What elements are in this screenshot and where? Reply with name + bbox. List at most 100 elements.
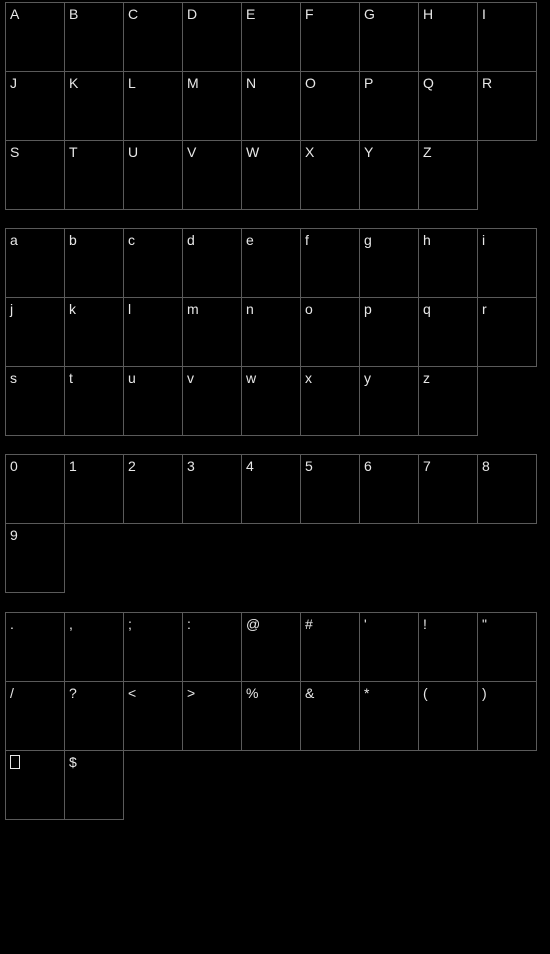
glyph-char: . [10,616,14,632]
glyph-char: # [305,616,313,632]
glyph-row: abcdefghi [5,228,537,298]
glyph-cell: > [182,681,242,751]
glyph-char: F [305,6,314,22]
glyph-char: $ [69,754,77,770]
glyph-cell [5,750,65,820]
glyph-char: g [364,232,372,248]
glyph-cell: ( [418,681,478,751]
glyph-char: Z [423,144,432,160]
glyph-char: S [10,144,19,160]
glyph-cell: : [182,612,242,682]
glyph-cell: . [5,612,65,682]
glyph-char: 5 [305,458,313,474]
glyph-row: STUVWXYZ [5,141,537,210]
glyph-cell: 6 [359,454,419,524]
glyph-cell: $ [64,750,124,820]
glyph-char: 9 [10,527,18,543]
glyph-char: V [187,144,196,160]
glyph-char: & [305,685,314,701]
glyph-cell: A [5,2,65,72]
glyph-cell: e [241,228,301,298]
glyph-cell: ' [359,612,419,682]
glyph-cell: Y [359,140,419,210]
glyph-cell: 1 [64,454,124,524]
glyph-cell: L [123,71,183,141]
glyph-char: L [128,75,136,91]
glyph-cell: < [123,681,183,751]
glyph-char: A [10,6,19,22]
glyph-char: b [69,232,77,248]
glyph-row: $ [5,751,537,820]
glyph-char: q [423,301,431,317]
glyph-cell: E [241,2,301,72]
glyph-cell: 9 [5,523,65,593]
glyph-section: 0123456789 [5,454,537,593]
glyph-char: N [246,75,256,91]
glyph-cell: w [241,366,301,436]
glyph-char: M [187,75,199,91]
glyph-cell: F [300,2,360,72]
glyph-cell: o [300,297,360,367]
glyph-cell: X [300,140,360,210]
glyph-char: r [482,301,487,317]
glyph-char: a [10,232,18,248]
glyph-cell: " [477,612,537,682]
glyph-cell: B [64,2,124,72]
glyph-cell: b [64,228,124,298]
glyph-row: ABCDEFGHI [5,2,537,72]
glyph-char: W [246,144,259,160]
glyph-char: j [10,301,13,317]
glyph-char: " [482,616,487,632]
glyph-cell: O [300,71,360,141]
glyph-cell: , [64,612,124,682]
glyph-char: 2 [128,458,136,474]
glyph-row: /?<>%&*() [5,682,537,751]
glyph-char: 3 [187,458,195,474]
glyph-char: 8 [482,458,490,474]
glyph-char: ; [128,616,132,632]
placeholder-glyph [10,755,20,769]
glyph-char: > [187,685,195,701]
glyph-cell: t [64,366,124,436]
glyph-char: E [246,6,255,22]
glyph-char: O [305,75,316,91]
glyph-char: x [305,370,312,386]
glyph-char: C [128,6,138,22]
glyph-cell: P [359,71,419,141]
glyph-char: l [128,301,131,317]
glyph-char: i [482,232,485,248]
glyph-char: 0 [10,458,18,474]
glyph-cell: K [64,71,124,141]
glyph-cell: H [418,2,478,72]
glyph-char: v [187,370,194,386]
glyph-cell: 2 [123,454,183,524]
glyph-cell: % [241,681,301,751]
glyph-char: < [128,685,136,701]
glyph-char: 4 [246,458,254,474]
glyph-cell: U [123,140,183,210]
glyph-char: ( [423,685,428,701]
glyph-char: P [364,75,373,91]
glyph-char: ) [482,685,487,701]
glyph-row: 012345678 [5,454,537,524]
glyph-char: ! [423,616,427,632]
glyph-cell: 4 [241,454,301,524]
glyph-cell: V [182,140,242,210]
glyph-cell: J [5,71,65,141]
glyph-cell: ? [64,681,124,751]
glyph-cell: p [359,297,419,367]
glyph-cell: Q [418,71,478,141]
glyph-char: Q [423,75,434,91]
glyph-cell: / [5,681,65,751]
glyph-char: n [246,301,254,317]
glyph-char: X [305,144,314,160]
glyph-char: , [69,616,73,632]
glyph-char: k [69,301,76,317]
glyph-char: I [482,6,486,22]
glyph-row: stuvwxyz [5,367,537,436]
glyph-char: 6 [364,458,372,474]
glyph-char: : [187,616,191,632]
glyph-char: p [364,301,372,317]
glyph-cell: c [123,228,183,298]
glyph-char: z [423,370,430,386]
